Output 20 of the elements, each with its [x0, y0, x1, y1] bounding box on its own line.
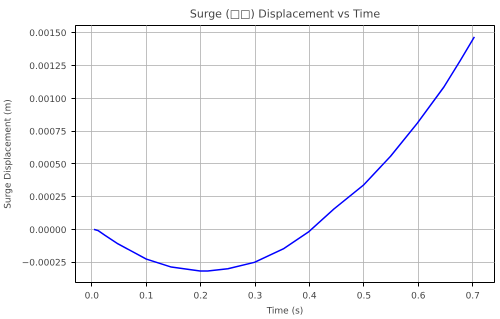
y-tick-label: 0.00000 [29, 226, 67, 236]
y-tick-label: 0.00050 [29, 160, 67, 170]
x-tick-label: 0.3 [248, 292, 262, 302]
y-tick-label: 0.00125 [29, 62, 66, 72]
y-tick-label: 0.00025 [29, 193, 66, 204]
y-tick-label: 0.00100 [29, 94, 67, 105]
x-tick-label: 0.7 [466, 292, 480, 302]
x-tick-label: 0.5 [356, 292, 372, 302]
x-axis-title: Time (s) [266, 306, 304, 316]
x-tick-label: 0.2 [194, 292, 208, 302]
x-tick-label: 0.6 [411, 292, 426, 302]
y-tick-label: 0.00150 [29, 29, 67, 40]
line-series [93, 36, 476, 272]
y-axis-title: Surge Displacement (m) [4, 99, 14, 209]
chart-title: Surge (□□) Displacement vs Time [190, 8, 380, 20]
x-tick-label: 0.1 [139, 292, 154, 302]
y-tick-label: 0.00075 [29, 128, 66, 138]
y-tick-label: −0.00025 [22, 258, 67, 269]
x-tick-label: 0.0 [84, 292, 100, 302]
x-tick-label: 0.4 [302, 292, 317, 302]
